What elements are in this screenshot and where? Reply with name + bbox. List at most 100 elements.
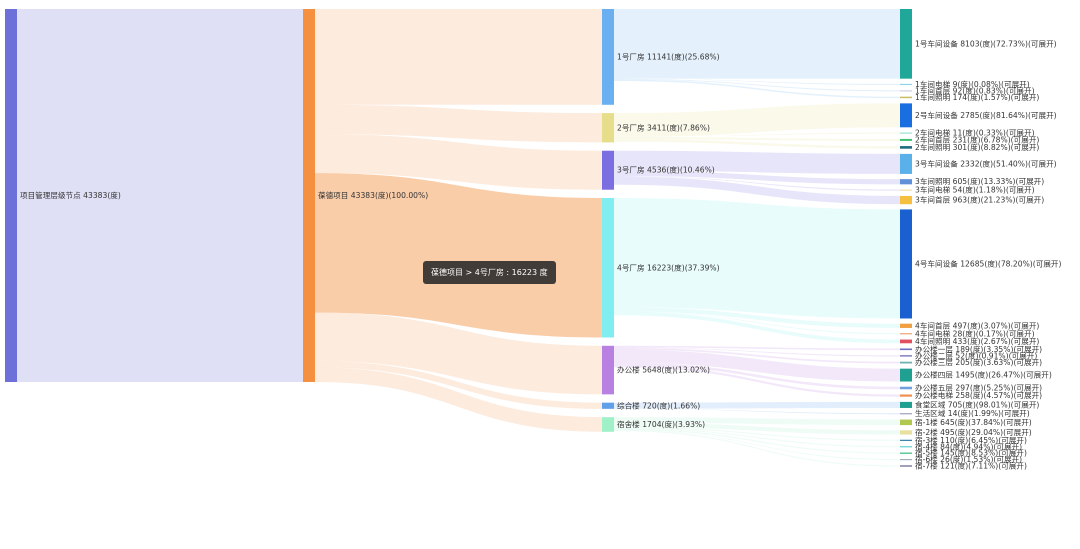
- sankey-link[interactable]: [614, 426, 900, 441]
- sankey-link[interactable]: [315, 361, 602, 409]
- sankey-link[interactable]: [315, 104, 602, 143]
- sankey-node[interactable]: [602, 150, 614, 190]
- link-tooltip: 葆德项目 > 4号厂房 : 16223 度: [423, 261, 556, 284]
- links-layer: [17, 9, 900, 467]
- node-label: 1车间首层 92(度)(0.83%)(可展开): [915, 85, 1035, 95]
- sankey-link[interactable]: [614, 9, 900, 79]
- sankey-node[interactable]: [602, 198, 614, 338]
- sankey-node[interactable]: [900, 333, 912, 335]
- sankey-node[interactable]: [602, 9, 614, 105]
- node-label: 3号车间设备 2332(度)(51.40%)(可展开): [915, 158, 1057, 168]
- sankey-node[interactable]: [900, 179, 912, 185]
- sankey-link[interactable]: [614, 307, 900, 328]
- sankey-link[interactable]: [315, 134, 602, 190]
- sankey-node[interactable]: [900, 339, 912, 344]
- sankey-node[interactable]: [900, 146, 912, 149]
- sankey-link[interactable]: [315, 173, 602, 338]
- sankey-link[interactable]: [614, 365, 900, 397]
- sankey-link[interactable]: [614, 176, 900, 205]
- sankey-link[interactable]: [614, 78, 900, 92]
- sankey-node[interactable]: [900, 348, 912, 351]
- sankey-node[interactable]: [900, 189, 912, 191]
- sankey-node[interactable]: [900, 439, 912, 441]
- sankey-node[interactable]: [900, 103, 912, 128]
- sankey-link[interactable]: [315, 9, 602, 105]
- sankey-link[interactable]: [614, 175, 900, 191]
- sankey-link[interactable]: [614, 311, 900, 335]
- node-label: 1车间电梯 9(度)(0.08%)(可展开): [915, 79, 1030, 89]
- sankey-node[interactable]: [900, 323, 912, 328]
- sankey-node[interactable]: [900, 419, 912, 426]
- node-label: 3车间首层 963(度)(21.23%)(可展开): [915, 195, 1044, 205]
- sankey-node[interactable]: [900, 446, 912, 448]
- sankey-link[interactable]: [614, 401, 900, 409]
- node-label: 宿-5楼 145(度)(8.53%)(可展开): [915, 448, 1027, 458]
- sankey-link[interactable]: [614, 198, 900, 319]
- node-label: 1车间照明 174(度)(1.57%)(可展开): [915, 92, 1039, 102]
- sankey-link[interactable]: [614, 430, 900, 467]
- sankey-node[interactable]: [900, 368, 912, 382]
- sankey-node[interactable]: [900, 132, 912, 134]
- sankey-link[interactable]: [614, 150, 900, 174]
- sankey-node[interactable]: [900, 458, 912, 461]
- sankey-node[interactable]: [900, 386, 912, 390]
- node-label: 综合楼 720(度)(1.66%): [617, 400, 700, 410]
- sankey-link[interactable]: [614, 311, 900, 344]
- sankey-link[interactable]: [614, 429, 900, 461]
- sankey-link[interactable]: [614, 345, 900, 351]
- sankey-link[interactable]: [614, 428, 900, 454]
- sankey-node[interactable]: [900, 138, 912, 141]
- sankey-node[interactable]: [900, 9, 912, 79]
- node-label: 宿-2楼 495(度)(29.04%)(可展开): [915, 427, 1032, 437]
- node-label: 办公楼三层 205(度)(3.63%)(可展开): [915, 357, 1042, 367]
- sankey-link[interactable]: [614, 427, 900, 448]
- sankey-link[interactable]: [315, 312, 602, 395]
- sankey-node[interactable]: [900, 83, 912, 86]
- node-label: 4车间电梯 28(度)(0.17%)(可展开): [915, 328, 1035, 338]
- node-label: 3车间电梯 54(度)(1.18%)(可展开): [915, 185, 1035, 195]
- node-label: 2号车间设备 2785(度)(81.64%)(可展开): [915, 110, 1057, 120]
- sankey-link[interactable]: [614, 417, 900, 426]
- sankey-link[interactable]: [614, 132, 900, 138]
- sankey-node[interactable]: [900, 465, 912, 467]
- node-label: 办公楼一层 189(度)(3.35%)(可展开): [915, 344, 1042, 354]
- sankey-node[interactable]: [900, 361, 912, 364]
- sankey-link[interactable]: [614, 170, 900, 185]
- sankey-node[interactable]: [900, 90, 912, 92]
- node-label: 2车间电梯 11(度)(0.33%)(可展开): [915, 128, 1035, 138]
- sankey-node[interactable]: [900, 452, 912, 454]
- sankey-node[interactable]: [5, 9, 17, 382]
- sankey-link[interactable]: [614, 137, 900, 141]
- node-label: 宿-7楼 121(度)(7.11%)(可展开): [915, 460, 1027, 470]
- sankey-node[interactable]: [602, 113, 614, 143]
- sankey-link[interactable]: [614, 422, 900, 435]
- sankey-node[interactable]: [900, 401, 912, 408]
- sankey-link[interactable]: [614, 139, 900, 149]
- sankey-link[interactable]: [614, 347, 900, 364]
- sankey-node[interactable]: [900, 153, 912, 174]
- sankey-node[interactable]: [602, 345, 614, 395]
- sankey-node[interactable]: [900, 355, 912, 357]
- sankey-link[interactable]: [614, 408, 900, 415]
- sankey-node[interactable]: [900, 96, 912, 99]
- sankey-link[interactable]: [614, 79, 900, 99]
- sankey-link[interactable]: [614, 78, 900, 86]
- sankey-link[interactable]: [315, 367, 602, 432]
- sankey-link[interactable]: [614, 349, 900, 382]
- sankey-link[interactable]: [614, 103, 900, 138]
- node-label: 宿-1楼 645(度)(37.84%)(可展开): [915, 417, 1032, 427]
- sankey-link[interactable]: [614, 362, 900, 390]
- node-label: 3号厂房 4536(度)(10.46%): [617, 165, 715, 175]
- sankey-node[interactable]: [900, 209, 912, 319]
- sankey-node[interactable]: [602, 417, 614, 432]
- sankey-node[interactable]: [303, 9, 315, 382]
- sankey-node[interactable]: [602, 402, 614, 409]
- sankey-node[interactable]: [900, 394, 912, 397]
- sankey-node[interactable]: [900, 430, 912, 435]
- sankey-link[interactable]: [17, 9, 303, 382]
- sankey-node[interactable]: [900, 413, 912, 415]
- sankey-node[interactable]: [900, 195, 912, 205]
- sankey-link[interactable]: [614, 347, 900, 357]
- node-label: 4车间照明 433(度)(2.67%)(可展开): [915, 336, 1039, 346]
